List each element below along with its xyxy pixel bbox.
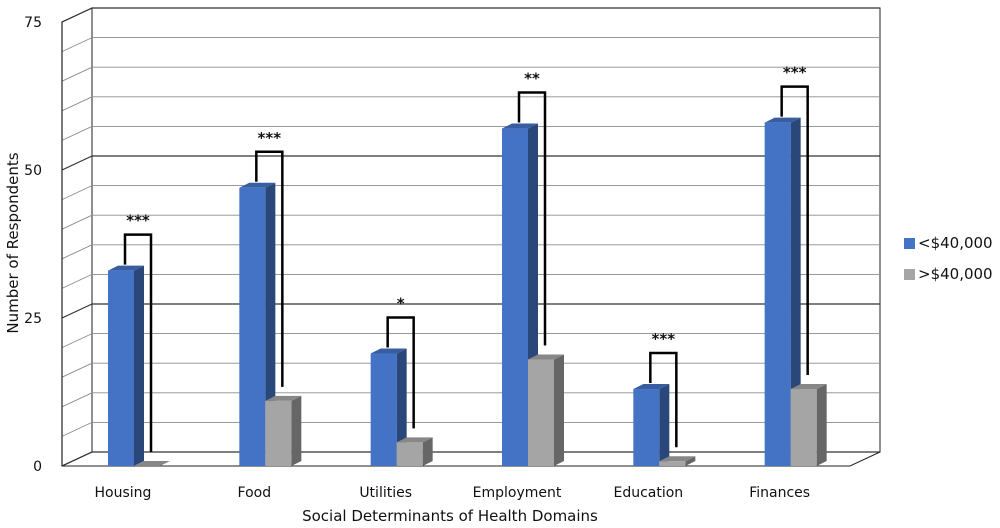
gridlines — [61, 7, 880, 467]
back-wall — [91, 7, 881, 453]
legend: <$40,000 >$40,000 — [904, 234, 993, 283]
significance-label: * — [397, 295, 405, 313]
bar-food-low — [239, 182, 276, 466]
x-tick-label: Food — [238, 485, 272, 501]
significance-label: *** — [783, 64, 807, 82]
gridline-side — [61, 451, 93, 467]
significance-label: *** — [258, 129, 282, 147]
significance-bracket — [780, 85, 809, 376]
gridline-side — [61, 125, 93, 141]
bar-employment-high — [528, 354, 564, 466]
gridline-side — [61, 333, 93, 349]
bar-education-low — [633, 384, 670, 466]
x-tick-label: Finances — [749, 485, 810, 501]
bar-housing-high — [134, 461, 170, 466]
x-tick-label: Utilities — [359, 485, 412, 501]
side-wall — [61, 7, 93, 467]
significance-label: ** — [524, 70, 540, 88]
y-tick-label: 25 — [24, 311, 42, 327]
bar-finances-low — [764, 117, 801, 466]
gridline-side — [61, 421, 93, 437]
gridline-side — [61, 155, 93, 171]
x-tick-label: Housing — [95, 485, 152, 501]
legend-swatch — [904, 269, 915, 280]
significance-bracket — [386, 316, 415, 429]
gridline-side — [61, 185, 93, 201]
bar-utilities-high — [396, 437, 433, 466]
y-axis-ticks: 0 25 50 75 — [24, 15, 42, 475]
significance-bracket — [517, 91, 547, 346]
x-tick-label: Education — [613, 485, 683, 501]
gridline-side — [61, 96, 93, 112]
gridline-side — [61, 214, 93, 230]
significance-brackets: *************** — [123, 64, 809, 452]
gridline-side — [61, 244, 93, 260]
bar-food-high — [265, 395, 302, 466]
legend-label: <$40,000 — [918, 234, 993, 252]
x-tick-label: Employment — [473, 485, 562, 501]
bar-finances-high — [790, 384, 827, 466]
gridline-side — [61, 7, 93, 23]
significance-bracket — [255, 150, 284, 387]
gridline-side — [61, 303, 93, 319]
y-tick-label: 50 — [24, 163, 42, 179]
chart-walls — [61, 7, 881, 467]
bar-education-high — [659, 456, 696, 466]
legend-swatch — [904, 238, 915, 249]
significance-bracket — [123, 233, 153, 452]
gridline-side — [61, 273, 93, 289]
x-axis-ticks: Housing Food Utilities Employment Education F… — [95, 485, 811, 501]
gridline-side — [61, 66, 93, 82]
floor — [61, 451, 881, 467]
y-tick-label: 75 — [24, 15, 42, 31]
y-axis-title: Number of Respondents — [4, 152, 22, 333]
x-axis-title: Social Determinants of Health Domains — [302, 507, 598, 525]
gridline-side — [61, 362, 93, 378]
legend-label: >$40,000 — [918, 265, 993, 283]
gridline-side — [61, 392, 93, 408]
y-tick-label: 0 — [33, 459, 42, 475]
bar-utilities-low — [370, 348, 407, 466]
significance-label: *** — [126, 212, 150, 230]
bar-housing-low — [108, 265, 144, 466]
bars — [108, 117, 827, 466]
significance-bracket — [649, 351, 678, 448]
significance-label: *** — [652, 330, 676, 348]
gridline-side — [61, 37, 93, 53]
